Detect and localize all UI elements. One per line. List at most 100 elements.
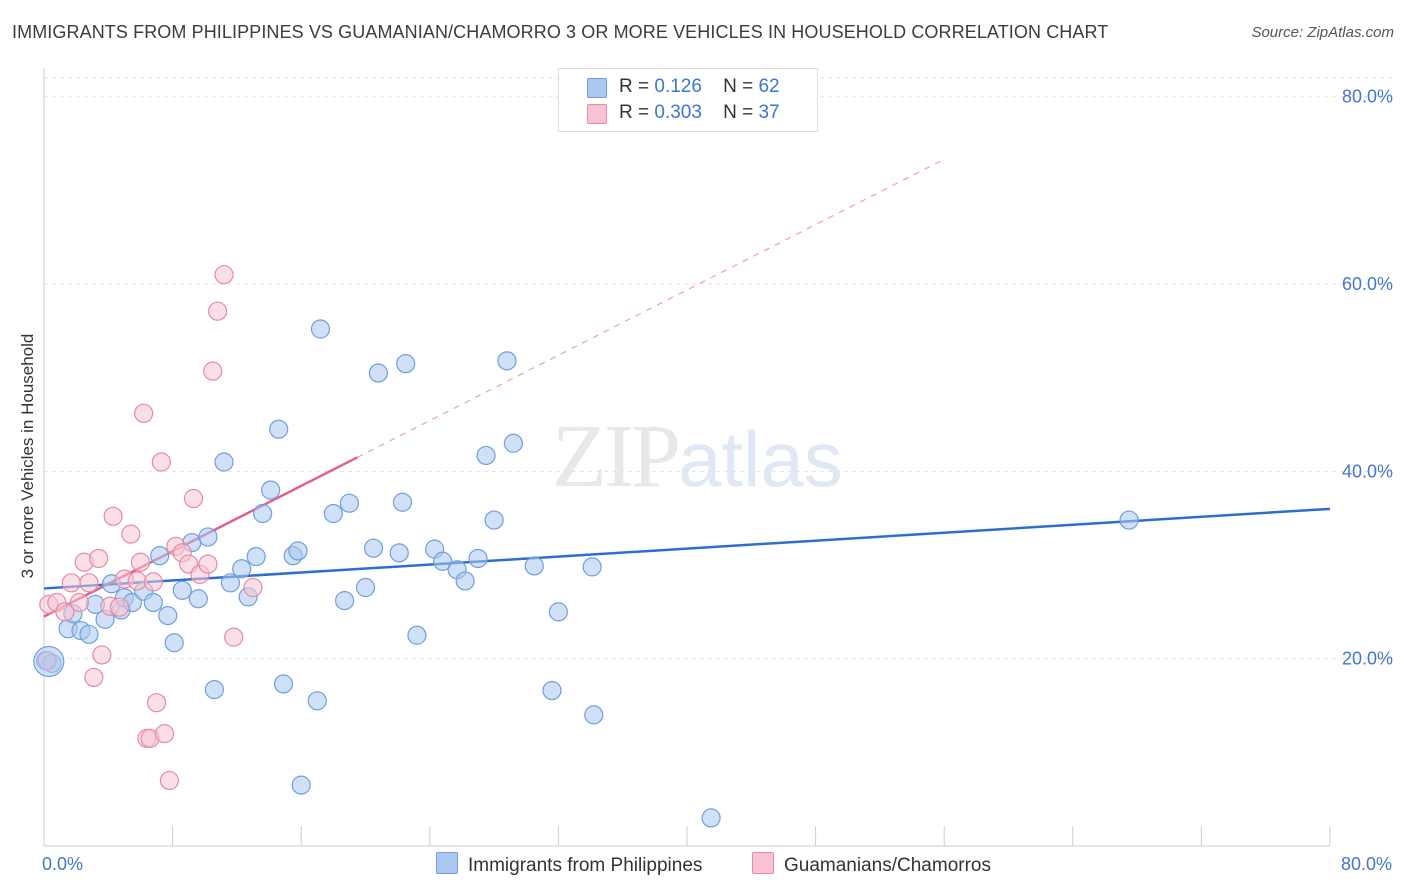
point-philippines [1119, 510, 1139, 530]
point-guamanian [109, 597, 130, 617]
point-guamanian [146, 693, 167, 713]
point-philippines [273, 674, 294, 694]
watermark-atlas: atlas [678, 415, 843, 503]
point-philippines [323, 503, 343, 524]
point-philippines [232, 559, 252, 579]
point-philippines [188, 589, 208, 609]
point-philippines-large [33, 645, 65, 678]
r-value: 0.126 [654, 76, 702, 97]
point-philippines [476, 445, 496, 466]
bottom-swatch-philippines [436, 852, 458, 874]
chart-title: IMMIGRANTS FROM PHILIPPINES VS GUAMANIAN… [12, 22, 1109, 42]
point-philippines [204, 679, 224, 700]
point-guamanian [130, 552, 151, 572]
point-philippines [701, 808, 721, 828]
point-philippines [355, 577, 376, 598]
point-guamanian [103, 506, 123, 526]
stats-legend: R = 0.126 N = 62 R = 0.303 N = 37 [558, 68, 818, 132]
point-philippines [503, 433, 523, 453]
point-guamanian [61, 573, 81, 593]
legend-stats-guamanian: R = 0.303 N = 37 [619, 102, 780, 124]
point-philippines [368, 363, 388, 383]
y-tick-label: 60.0% [1342, 274, 1393, 294]
bottom-legend-guamanian: Guamanians/Chamorros [752, 852, 991, 877]
point-philippines [307, 691, 327, 711]
x-tick-label-left: 0.0% [42, 854, 83, 874]
data-points [33, 265, 1139, 828]
n-label: N = [723, 102, 754, 123]
point-guamanian [92, 645, 112, 665]
point-philippines [363, 538, 384, 558]
point-philippines [497, 351, 517, 371]
point-philippines [582, 557, 602, 577]
point-philippines [548, 602, 569, 622]
bottom-legend-label: Immigrants from Philippines [468, 855, 703, 876]
point-guamanian [79, 573, 99, 593]
point-philippines [335, 591, 355, 611]
point-guamanian [127, 571, 147, 591]
point-philippines [484, 510, 504, 530]
point-guamanian [183, 488, 204, 509]
point-guamanian [243, 577, 263, 598]
y-axis-title: 3 or more Vehicles in Household [18, 334, 37, 579]
point-guamanian [203, 361, 223, 381]
x-tick-label-right: 80.0% [1341, 854, 1392, 874]
point-guamanian [159, 770, 179, 791]
point-philippines [246, 546, 266, 567]
point-philippines [253, 503, 273, 524]
source-credit: Source: ZipAtlas.com [1251, 24, 1394, 41]
bottom-legend-philippines: Immigrants from Philippines [436, 852, 702, 877]
point-philippines [407, 625, 427, 645]
point-philippines [389, 543, 409, 563]
point-guamanian [143, 572, 163, 592]
legend-stats-philippines: R = 0.126 N = 62 [619, 76, 780, 98]
point-philippines [150, 546, 170, 566]
point-philippines [164, 633, 184, 653]
point-guamanian [121, 524, 141, 544]
r-label: R = [619, 102, 650, 123]
point-guamanian [151, 452, 171, 472]
point-philippines [542, 680, 562, 701]
point-philippines [584, 705, 604, 725]
legend-swatch-philippines [587, 78, 607, 98]
y-tick-label: 40.0% [1342, 461, 1393, 481]
r-value: 0.303 [654, 102, 702, 123]
point-guamanian [134, 403, 154, 423]
point-philippines [339, 493, 360, 513]
point-guamanian [89, 548, 109, 569]
point-guamanian [55, 602, 75, 622]
n-label: N = [723, 76, 754, 97]
point-philippines [396, 354, 416, 374]
axis-labels: 20.0% 40.0% 60.0% 80.0% 0.0% 80.0% 3 or more V… [18, 87, 1393, 874]
point-philippines [220, 573, 241, 593]
point-philippines [433, 551, 453, 571]
axes [43, 68, 1331, 847]
r-label: R = [619, 76, 650, 97]
point-philippines [198, 527, 218, 547]
bottom-legend-label: Guamanians/Chamorros [784, 855, 991, 876]
point-philippines [455, 571, 475, 591]
point-guamanian [224, 627, 244, 647]
point-philippines [214, 452, 234, 472]
watermark-zip: ZIP [552, 407, 681, 506]
point-guamanian [154, 724, 175, 744]
point-philippines [269, 419, 289, 439]
n-value: 62 [758, 76, 780, 97]
watermark: ZIPatlas [552, 405, 843, 508]
point-guamanian [198, 554, 218, 574]
legend-swatch-guamanian [587, 104, 607, 124]
point-philippines [310, 319, 331, 339]
point-philippines [172, 580, 192, 600]
point-guamanian [84, 667, 104, 688]
point-guamanian [208, 301, 228, 321]
point-guamanian [214, 265, 234, 285]
point-philippines [261, 480, 281, 500]
point-philippines [524, 556, 544, 576]
trend-line-philippines [43, 507, 1331, 590]
point-guamanian [69, 592, 89, 613]
point-philippines [288, 541, 308, 561]
point-philippines [392, 492, 413, 512]
y-tick-label: 80.0% [1342, 87, 1393, 107]
y-tick-label: 20.0% [1342, 649, 1393, 669]
